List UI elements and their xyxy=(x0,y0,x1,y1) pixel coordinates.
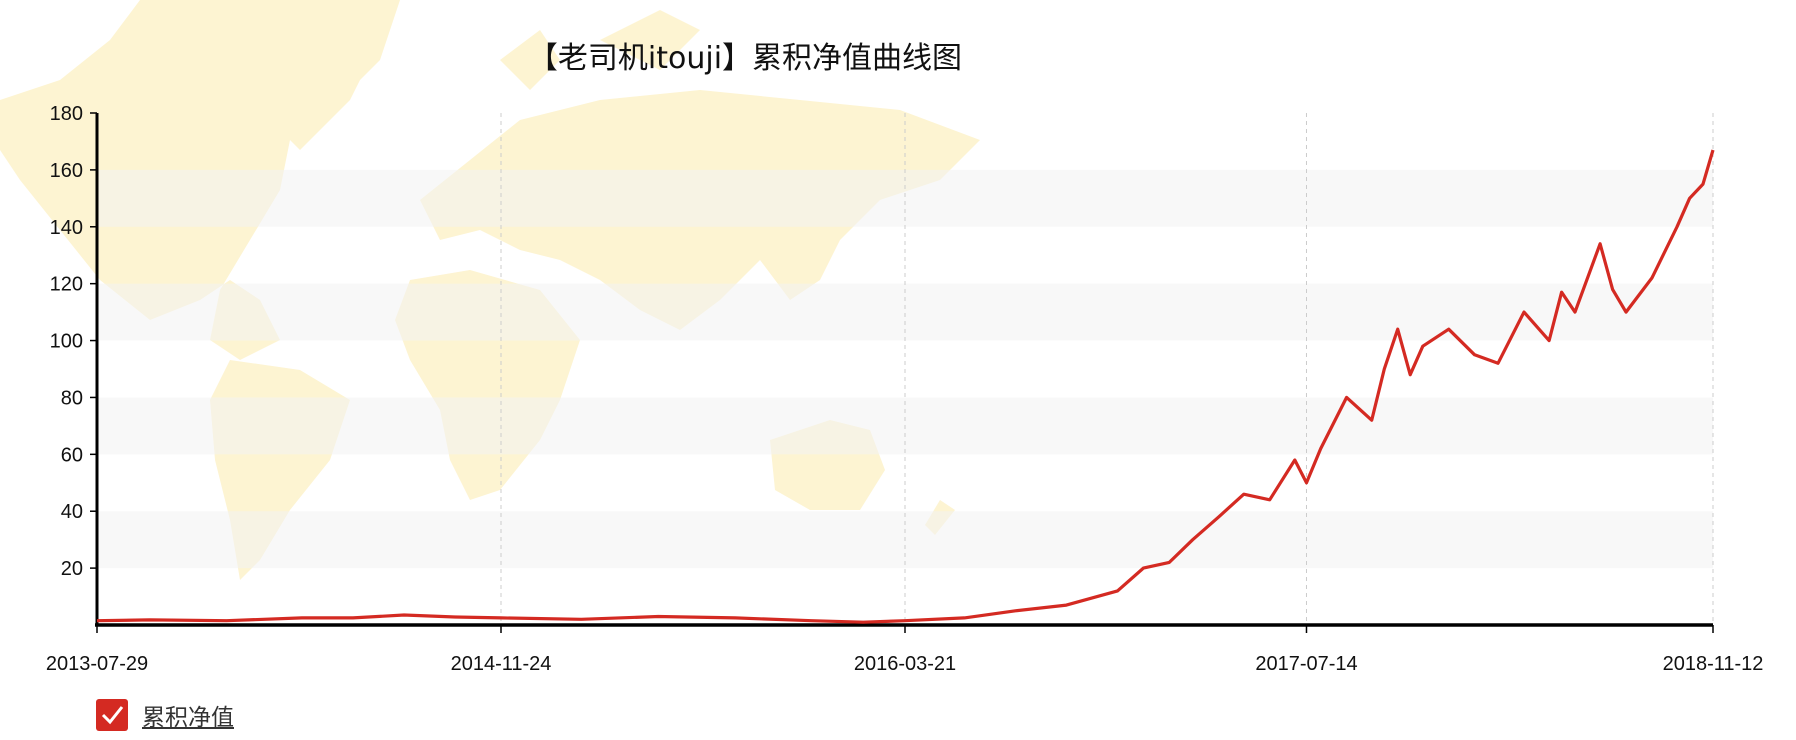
x-axis: 2013-07-29 2014-11-24 2016-03-21 2017-07-14… xyxy=(46,623,1764,675)
y-tick-label: 80 xyxy=(61,387,83,409)
x-tick-label: 2013-07-29 xyxy=(46,653,148,675)
x-tick-label: 2018-11-12 xyxy=(1663,653,1764,675)
y-tick-label: 180 xyxy=(50,103,83,125)
chart-title: 【老司机itouji】累积净值曲线图 xyxy=(528,41,962,76)
y-tick-label: 140 xyxy=(50,217,83,239)
y-tick-label: 160 xyxy=(50,160,83,182)
y-axis: 20 40 60 80 100 120 140 160 180 xyxy=(50,103,99,625)
check-icon xyxy=(101,706,124,725)
x-tick-label: 2016-03-21 xyxy=(854,653,956,675)
x-tick-label: 2014-11-24 xyxy=(451,653,552,675)
y-tick-label: 120 xyxy=(50,274,83,296)
legend-item-nav[interactable]: 累积净值 xyxy=(96,698,234,732)
y-tick-label: 40 xyxy=(61,501,83,523)
vertical-gridlines xyxy=(500,113,1714,625)
series-line-nav xyxy=(96,149,1715,624)
y-tick-label: 100 xyxy=(50,331,83,353)
legend-checkbox[interactable] xyxy=(96,699,128,731)
x-tick-label: 2017-07-14 xyxy=(1255,653,1357,675)
legend-label[interactable]: 累积净值 xyxy=(142,705,234,731)
y-tick-label: 60 xyxy=(61,444,83,466)
y-tick-label: 20 xyxy=(61,558,83,580)
